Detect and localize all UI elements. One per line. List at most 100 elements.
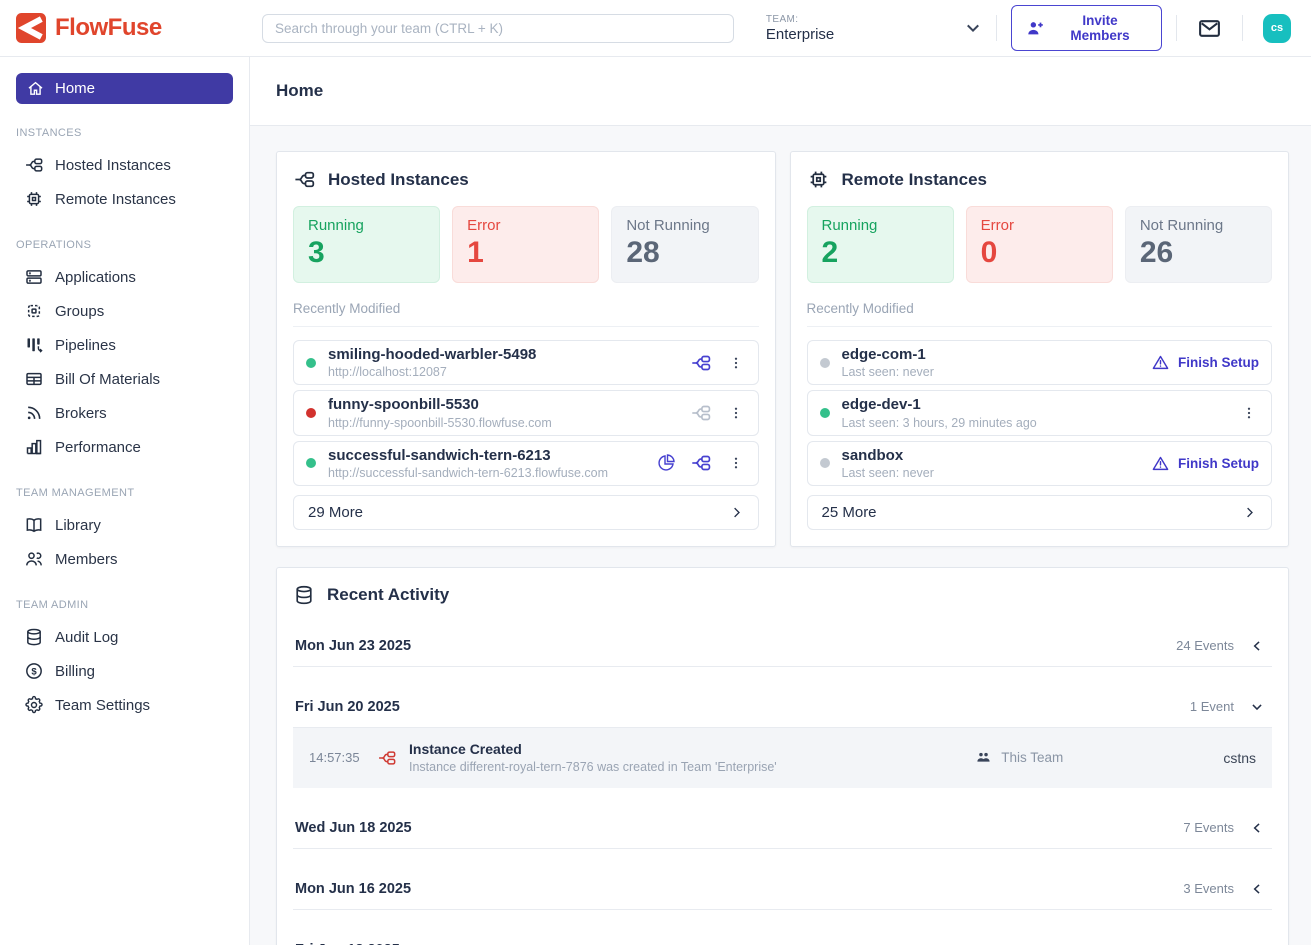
hosted-instances-card: Hosted Instances Running 3 Error 1 — [276, 151, 776, 547]
stat-label: Not Running — [1139, 217, 1224, 234]
dashboard-pie-icon[interactable] — [656, 453, 676, 473]
signal-icon — [24, 403, 44, 423]
chevron-down-icon[interactable] — [1250, 700, 1264, 714]
device-row[interactable]: edge-dev-1 Last seen: 3 hours, 29 minute… — [806, 390, 1272, 436]
sidebar-item-label: Library — [55, 516, 101, 534]
sidebar-item-label: Pipelines — [55, 336, 116, 354]
sidebar-item-remote-instances[interactable]: Remote Instances — [0, 182, 249, 216]
finish-setup-label: Finish Setup — [1178, 455, 1259, 471]
chip-icon — [24, 189, 44, 209]
instance-row[interactable]: smiling-hooded-warbler-5498 http://local… — [293, 340, 759, 386]
stat-label: Running — [821, 217, 878, 234]
kebab-menu-button[interactable] — [726, 403, 746, 423]
finish-setup-link[interactable]: Finish Setup — [1151, 353, 1259, 372]
users-icon — [24, 549, 44, 569]
node-icon — [24, 155, 44, 175]
finish-setup-link[interactable]: Finish Setup — [1151, 454, 1259, 473]
warning-triangle-icon — [1151, 353, 1170, 372]
sidebar-item-label: Hosted Instances — [55, 156, 171, 174]
sidebar-section-team-management: TEAM MANAGEMENT — [16, 487, 135, 499]
database-icon — [293, 584, 315, 606]
sidebar-item-hosted-instances[interactable]: Hosted Instances — [0, 148, 249, 182]
sidebar-item-brokers[interactable]: Brokers — [0, 396, 249, 430]
activity-date-group: Mon Jun 16 2025 3 Events — [293, 873, 1272, 910]
stat-value: 2 — [821, 236, 839, 269]
sidebar-item-billing[interactable]: Billing — [0, 654, 249, 688]
open-editor-icon[interactable] — [690, 352, 712, 374]
stat-running[interactable]: Running 3 — [293, 206, 441, 283]
divider — [1242, 15, 1243, 41]
date-label: Fri Jun 13 2025 — [295, 942, 400, 945]
kebab-menu-button[interactable] — [726, 453, 746, 473]
remote-more-link[interactable]: 25 More — [806, 494, 1272, 530]
open-editor-icon-disabled — [690, 402, 712, 424]
sidebar-item-applications[interactable]: Applications — [0, 260, 249, 294]
device-row[interactable]: sandbox Last seen: never Finish Setup — [806, 440, 1272, 486]
chevron-left-icon[interactable] — [1250, 882, 1264, 896]
book-icon — [24, 515, 44, 535]
sidebar-item-bill-of-materials[interactable]: Bill Of Materials — [0, 362, 249, 396]
sidebar-item-team-settings[interactable]: Team Settings — [0, 688, 249, 722]
status-dot-stopped — [819, 458, 830, 469]
instance-row[interactable]: funny-spoonbill-5530 http://funny-spoonb… — [293, 390, 759, 436]
date-label: Mon Jun 23 2025 — [295, 637, 412, 654]
open-editor-icon[interactable] — [690, 452, 712, 474]
page-title: Home — [276, 81, 324, 100]
stat-value: 26 — [1139, 236, 1174, 269]
instance-name: successful-sandwich-tern-6213 — [328, 446, 551, 464]
sidebar-item-library[interactable]: Library — [0, 508, 249, 542]
stat-not-running[interactable]: Not Running 28 — [611, 206, 759, 283]
invite-members-button[interactable]: Invite Members — [1011, 5, 1162, 51]
hosted-more-link[interactable]: 29 More — [293, 494, 759, 530]
activity-date-row[interactable]: Mon Jun 16 2025 3 Events — [293, 873, 1272, 910]
user-avatar[interactable]: cs — [1263, 13, 1291, 43]
chevron-left-icon[interactable] — [1250, 821, 1264, 835]
sidebar-item-audit-log[interactable]: Audit Log — [0, 620, 249, 654]
divider — [996, 15, 998, 41]
team-switcher[interactable]: TEAM: Enterprise — [766, 14, 982, 43]
sidebar-item-groups[interactable]: Groups — [0, 294, 249, 328]
stat-error[interactable]: Error 1 — [452, 206, 600, 283]
stat-not-running[interactable]: Not Running 26 — [1124, 206, 1273, 283]
sidebar-item-pipelines[interactable]: Pipelines — [0, 328, 249, 362]
warning-triangle-icon — [1151, 454, 1170, 473]
gear-icon — [24, 695, 44, 715]
server-stack-icon — [24, 267, 44, 287]
sidebar-item-home[interactable]: Home — [16, 73, 233, 104]
device-row[interactable]: edge-com-1 Last seen: never Finish Setup — [806, 340, 1272, 386]
events-count: 7 Events — [1183, 820, 1234, 836]
stat-value: 0 — [980, 236, 998, 269]
instance-row[interactable]: successful-sandwich-tern-6213 http://suc… — [293, 440, 759, 486]
stat-running[interactable]: Running 2 — [806, 206, 954, 283]
kebab-menu-button[interactable] — [1239, 403, 1259, 423]
chevron-left-icon[interactable] — [1250, 639, 1264, 653]
sidebar-item-label: Applications — [55, 268, 136, 286]
stat-error[interactable]: Error 0 — [965, 206, 1113, 283]
activity-date-row[interactable]: Mon Jun 23 2025 24 Events — [293, 630, 1272, 667]
instance-url: http://funny-spoonbill-5530.flowfuse.com — [328, 415, 552, 430]
events-count: 3 Events — [1183, 881, 1234, 897]
activity-event-row[interactable]: 14:57:35 Instance Created Instance diffe… — [293, 727, 1272, 788]
sidebar-section-instances: INSTANCES — [16, 127, 82, 139]
activity-date-row[interactable]: Fri Jun 13 2025 15 Events — [293, 934, 1272, 945]
search-input[interactable] — [262, 13, 734, 43]
top-bar: FlowFuse TEAM: Enterprise Invite Members… — [0, 0, 1311, 57]
activity-date-group: Mon Jun 23 2025 24 Events — [293, 630, 1272, 667]
activity-date-row[interactable]: Wed Jun 18 2025 7 Events — [293, 812, 1272, 849]
activity-date-row[interactable]: Fri Jun 20 2025 1 Event — [293, 691, 1272, 728]
sidebar-item-performance[interactable]: Performance — [0, 430, 249, 464]
stat-value: 28 — [626, 236, 660, 269]
brand-logo[interactable]: FlowFuse — [0, 13, 250, 43]
sidebar-item-label: Groups — [55, 302, 105, 320]
sidebar-item-members[interactable]: Members — [0, 542, 249, 576]
event-scope-label: This Team — [1001, 750, 1064, 766]
node-icon — [293, 168, 316, 191]
home-icon — [26, 79, 45, 98]
recent-activity-card: Recent Activity Mon Jun 23 2025 24 Event… — [276, 566, 1289, 945]
remote-instances-card: Remote Instances Running 2 Error 0 — [789, 151, 1289, 547]
events-count: 24 Events — [1176, 638, 1234, 654]
kebab-menu-button[interactable] — [726, 353, 746, 373]
status-dot-running — [819, 407, 830, 418]
notifications-mail-button[interactable] — [1197, 16, 1222, 41]
sidebar-item-label: Billing — [55, 662, 96, 680]
